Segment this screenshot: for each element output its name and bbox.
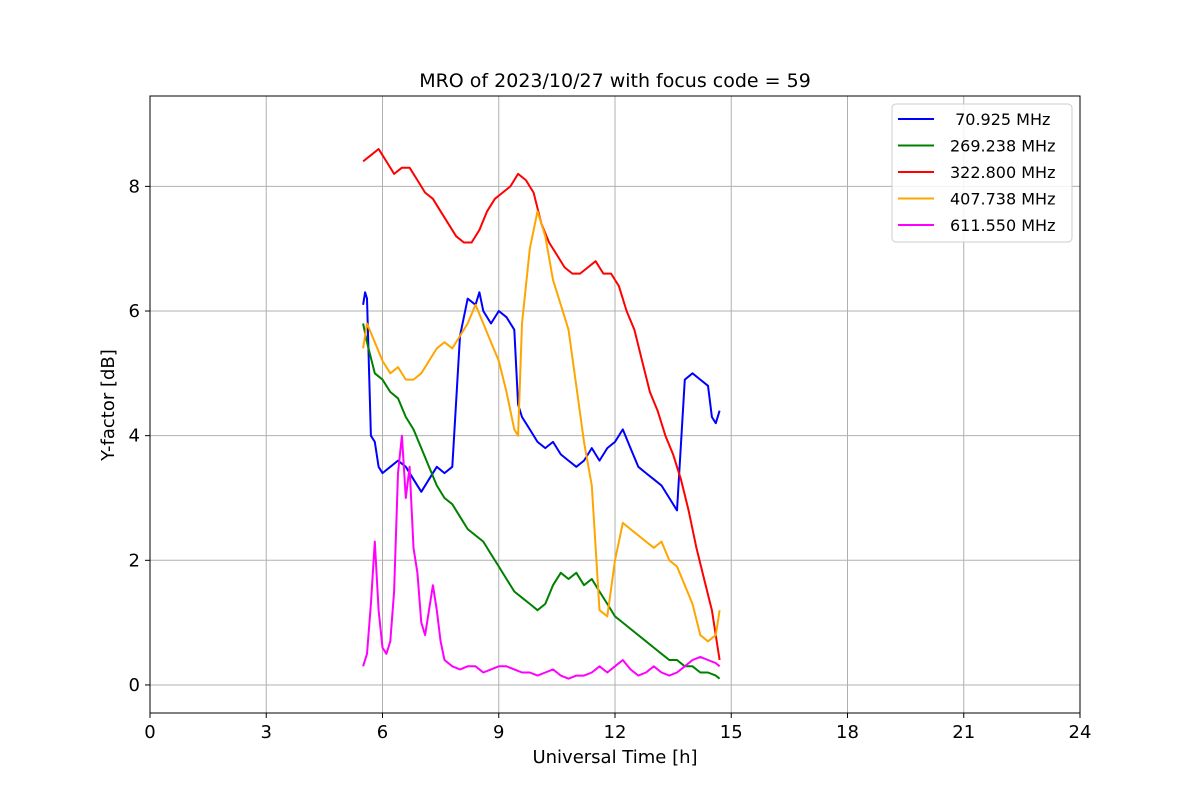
x-tick-label: 18 — [836, 722, 859, 743]
legend-box — [891, 103, 1073, 243]
x-tick-label: 6 — [377, 722, 388, 743]
x-tick-label: 15 — [720, 722, 743, 743]
x-tick-label: 12 — [604, 722, 627, 743]
y-tick-label: 4 — [129, 426, 140, 447]
y-tick-label: 6 — [129, 301, 140, 322]
x-axis-ticks: 0 3 6 9 12 15 18 21 24 — [144, 713, 1091, 743]
x-tick-label: 9 — [493, 722, 504, 743]
x-axis-label: Universal Time [h] — [532, 747, 697, 768]
y-axis-ticks: 0 2 4 6 8 — [129, 176, 150, 696]
series-line-4 — [362, 210, 721, 643]
x-tick-label: 24 — [1069, 722, 1092, 743]
y-axis-label: Y-factor [dB] — [98, 349, 119, 462]
y-tick-label: 8 — [129, 176, 140, 197]
legend-label-5: 611.550 MHz — [950, 216, 1055, 235]
y-tick-label: 0 — [129, 675, 140, 696]
x-tick-label: 0 — [144, 722, 155, 743]
legend-label-2: 269.238 MHz — [950, 137, 1055, 156]
series-line-5 — [362, 434, 721, 680]
chart-title: MRO of 2023/10/27 with focus code = 59 — [419, 70, 811, 92]
legend-label-3: 322.800 MHz — [950, 163, 1055, 182]
x-tick-label: 3 — [261, 722, 272, 743]
series-layer — [362, 148, 721, 680]
y-tick-label: 2 — [129, 550, 140, 571]
series-line-2 — [362, 323, 721, 680]
legend-label-1: 70.925 MHz — [950, 110, 1050, 129]
legend: 70.925 MHz 269.238 MHz 322.800 MHz 407.738 … — [891, 103, 1073, 243]
legend-label-4: 407.738 MHz — [950, 190, 1055, 209]
x-tick-label: 21 — [952, 722, 975, 743]
